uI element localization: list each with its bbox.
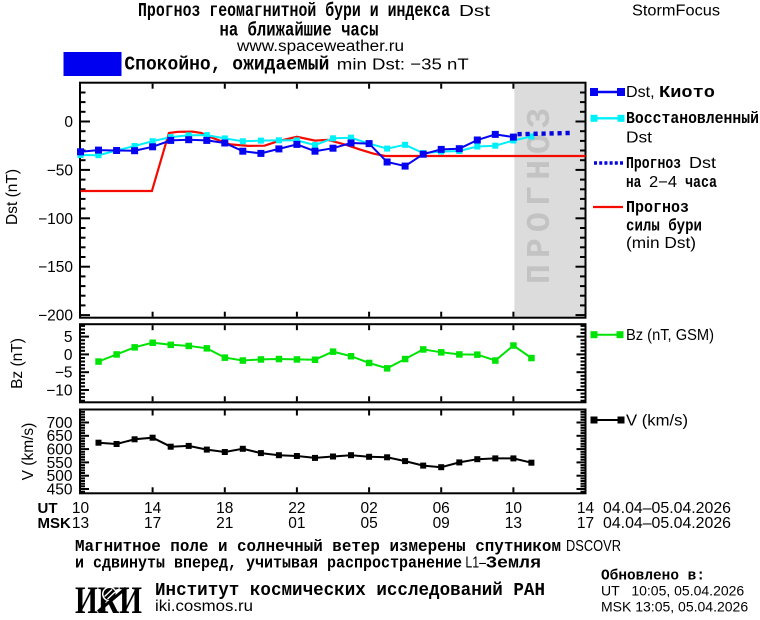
svg-text:650: 650 [47,428,73,445]
svg-text:www.spaceweather.ru: www.spaceweather.ru [236,38,404,55]
svg-text:Dst, Киото: Dst, Киото [626,84,715,103]
svg-text:−50: −50 [47,162,74,179]
svg-text:13: 13 [505,515,522,532]
svg-text:21: 21 [216,515,233,532]
svg-text:(min Dst): (min Dst) [626,235,696,252]
svg-text:iki.cosmos.ru: iki.cosmos.ru [155,598,253,615]
svg-text:600: 600 [47,442,73,459]
svg-text:−10: −10 [46,382,73,399]
svg-text:09: 09 [433,515,450,532]
svg-text:на 2−4 часа: на 2−4 часа [626,174,717,193]
svg-text:01: 01 [288,515,305,532]
svg-text:Dst: Dst [626,130,653,147]
svg-text:Спокойно, ожидаемый: Спокойно, ожидаемый [124,54,329,76]
svg-text:05: 05 [360,515,377,532]
svg-text:UT: UT [38,500,58,517]
svg-text:02: 02 [360,500,377,517]
svg-text:13: 13 [72,515,89,532]
svg-text:на ближайшие часы: на ближайшие часы [220,20,379,42]
svg-text:0: 0 [64,114,73,131]
svg-text:14: 14 [577,500,595,517]
svg-text:V (km/s): V (km/s) [20,423,37,481]
svg-text:Восстановленный: Восстановленный [626,110,759,129]
svg-text:17: 17 [577,515,594,532]
svg-text:−5: −5 [55,365,73,382]
svg-text:Dst: Dst [459,3,491,20]
svg-text:550: 550 [47,455,73,472]
svg-text:04.04–05.04.2026: 04.04–05.04.2026 [603,515,731,532]
svg-text:MSK 13:05, 05.04.2026: MSK 13:05, 05.04.2026 [601,599,748,615]
svg-text:22: 22 [288,500,305,517]
svg-text:Прогноз Dst: Прогноз Dst [626,155,717,174]
svg-text:MSK: MSK [38,515,72,532]
svg-text:Институт космических исследова: Институт космических исследований РАН [155,581,545,601]
svg-text:Прогноз: Прогноз [626,199,689,218]
svg-text:Магнитное поле и солнечный вет: Магнитное поле и солнечный ветер измерен… [75,538,561,557]
svg-text:06: 06 [433,500,450,517]
svg-text:17: 17 [144,515,161,532]
svg-text:−150: −150 [38,259,73,276]
svg-text:Bz (nT, GSM): Bz (nT, GSM) [626,327,714,344]
svg-text:Dst (nT): Dst (nT) [4,169,21,225]
svg-text:14: 14 [144,500,162,517]
svg-text:V (km/s): V (km/s) [626,413,688,430]
svg-text:Обновлено в:: Обновлено в: [601,568,705,585]
svg-text:Прогноз геомагнитной бури и ин: Прогноз геомагнитной бури и индекса [138,0,450,22]
svg-text:450: 450 [47,481,73,498]
svg-text:−100: −100 [38,211,73,228]
svg-text:DSCOVR: DSCOVR [566,538,621,555]
svg-text:700: 700 [47,415,73,432]
svg-text:и сдвинуты вперед, учитывая ра: и сдвинуты вперед, учитывая распростране… [75,555,541,574]
svg-text:500: 500 [47,468,73,485]
svg-text:18: 18 [216,500,233,517]
svg-text:UT 10:05, 05.04.2026: UT 10:05, 05.04.2026 [601,583,744,599]
svg-text:0: 0 [64,347,73,364]
svg-text:10: 10 [72,500,90,517]
svg-text:min Dst: −35 nT: min Dst: −35 nT [337,57,469,74]
svg-text:Bz (nT): Bz (nT) [9,338,26,389]
svg-text:5: 5 [64,329,73,346]
svg-text:04.04–05.04.2026: 04.04–05.04.2026 [603,500,731,517]
svg-text:10: 10 [505,500,523,517]
svg-text:силы бури: силы бури [626,218,702,237]
svg-text:−200: −200 [38,308,73,325]
svg-text:StormFocus: StormFocus [632,3,720,20]
